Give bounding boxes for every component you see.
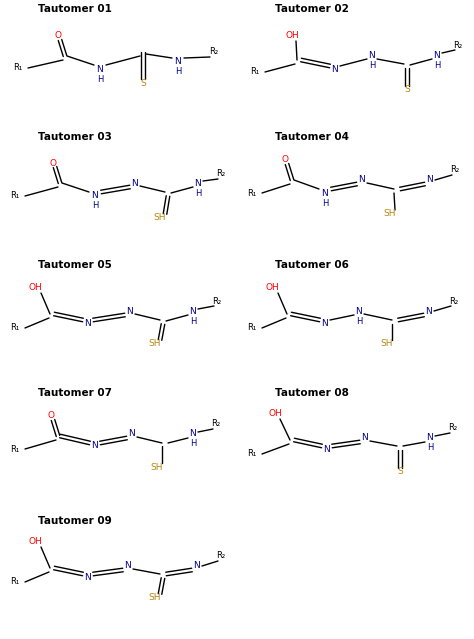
Text: O: O	[55, 31, 62, 40]
Text: Tautomer 03: Tautomer 03	[38, 132, 112, 142]
Text: S: S	[404, 86, 410, 95]
Text: S: S	[140, 79, 146, 88]
Text: N: N	[427, 433, 433, 442]
Text: R₁: R₁	[247, 323, 256, 332]
Text: N: N	[434, 50, 440, 59]
Text: H: H	[97, 75, 103, 84]
Text: N: N	[427, 176, 433, 185]
Text: H: H	[190, 316, 196, 325]
Text: N: N	[174, 58, 182, 66]
Text: R₂: R₂	[448, 424, 457, 433]
Text: N: N	[322, 320, 328, 328]
Text: OH: OH	[265, 284, 279, 293]
Text: N: N	[193, 562, 201, 571]
Text: H: H	[195, 189, 201, 197]
Text: Tautomer 06: Tautomer 06	[275, 260, 349, 270]
Text: R₂: R₂	[217, 551, 226, 560]
Text: R₂: R₂	[212, 296, 221, 305]
Text: N: N	[190, 429, 196, 438]
Text: R₂: R₂	[450, 166, 460, 174]
Text: SH: SH	[149, 594, 161, 603]
Text: N: N	[132, 178, 138, 187]
Text: N: N	[91, 442, 99, 450]
Text: H: H	[322, 199, 328, 208]
Text: Tautomer 01: Tautomer 01	[38, 4, 112, 14]
Text: N: N	[362, 433, 368, 442]
Text: N: N	[127, 307, 133, 316]
Text: Tautomer 04: Tautomer 04	[275, 132, 349, 142]
Text: N: N	[369, 50, 375, 59]
Text: Tautomer 07: Tautomer 07	[38, 388, 112, 398]
Text: H: H	[190, 440, 196, 449]
Text: S: S	[397, 468, 403, 477]
Text: OH: OH	[28, 537, 42, 546]
Text: OH: OH	[268, 410, 282, 419]
Text: SH: SH	[154, 213, 166, 222]
Text: N: N	[85, 320, 91, 328]
Text: R₁: R₁	[10, 192, 19, 201]
Text: Tautomer 09: Tautomer 09	[38, 516, 112, 526]
Text: SH: SH	[149, 339, 161, 348]
Text: H: H	[434, 61, 440, 70]
Text: O: O	[47, 412, 55, 420]
Text: N: N	[324, 445, 330, 454]
Text: R₁: R₁	[247, 189, 256, 197]
Text: H: H	[369, 61, 375, 70]
Text: SH: SH	[151, 463, 163, 472]
Text: R₁: R₁	[13, 63, 23, 72]
Text: N: N	[356, 307, 363, 316]
Text: R₁: R₁	[10, 323, 19, 332]
Text: N: N	[190, 307, 196, 316]
Text: N: N	[195, 178, 201, 187]
Text: OH: OH	[285, 31, 299, 40]
Text: N: N	[359, 176, 365, 185]
Text: Tautomer 02: Tautomer 02	[275, 4, 349, 14]
Text: N: N	[85, 573, 91, 583]
Text: OH: OH	[28, 284, 42, 293]
Text: Tautomer 05: Tautomer 05	[38, 260, 112, 270]
Text: N: N	[125, 562, 131, 571]
Text: H: H	[356, 316, 362, 325]
Text: R₁: R₁	[10, 445, 19, 454]
Text: N: N	[128, 429, 136, 438]
Text: SH: SH	[381, 339, 393, 348]
Text: SH: SH	[384, 210, 396, 219]
Text: N: N	[426, 307, 432, 316]
Text: R₂: R₂	[210, 47, 219, 56]
Text: Tautomer 08: Tautomer 08	[275, 388, 349, 398]
Text: R₁: R₁	[247, 449, 256, 459]
Text: O: O	[49, 158, 56, 167]
Text: N: N	[332, 66, 338, 75]
Text: R₂: R₂	[211, 419, 220, 429]
Text: H: H	[92, 201, 98, 210]
Text: H: H	[427, 443, 433, 452]
Text: N: N	[91, 192, 99, 201]
Text: R₁: R₁	[250, 68, 260, 77]
Text: R₂: R₂	[454, 40, 463, 49]
Text: N: N	[97, 66, 103, 75]
Text: R₂: R₂	[217, 169, 226, 178]
Text: H: H	[175, 68, 181, 77]
Text: R₂: R₂	[449, 296, 458, 305]
Text: O: O	[282, 155, 289, 164]
Text: R₁: R₁	[10, 578, 19, 587]
Text: N: N	[322, 189, 328, 197]
